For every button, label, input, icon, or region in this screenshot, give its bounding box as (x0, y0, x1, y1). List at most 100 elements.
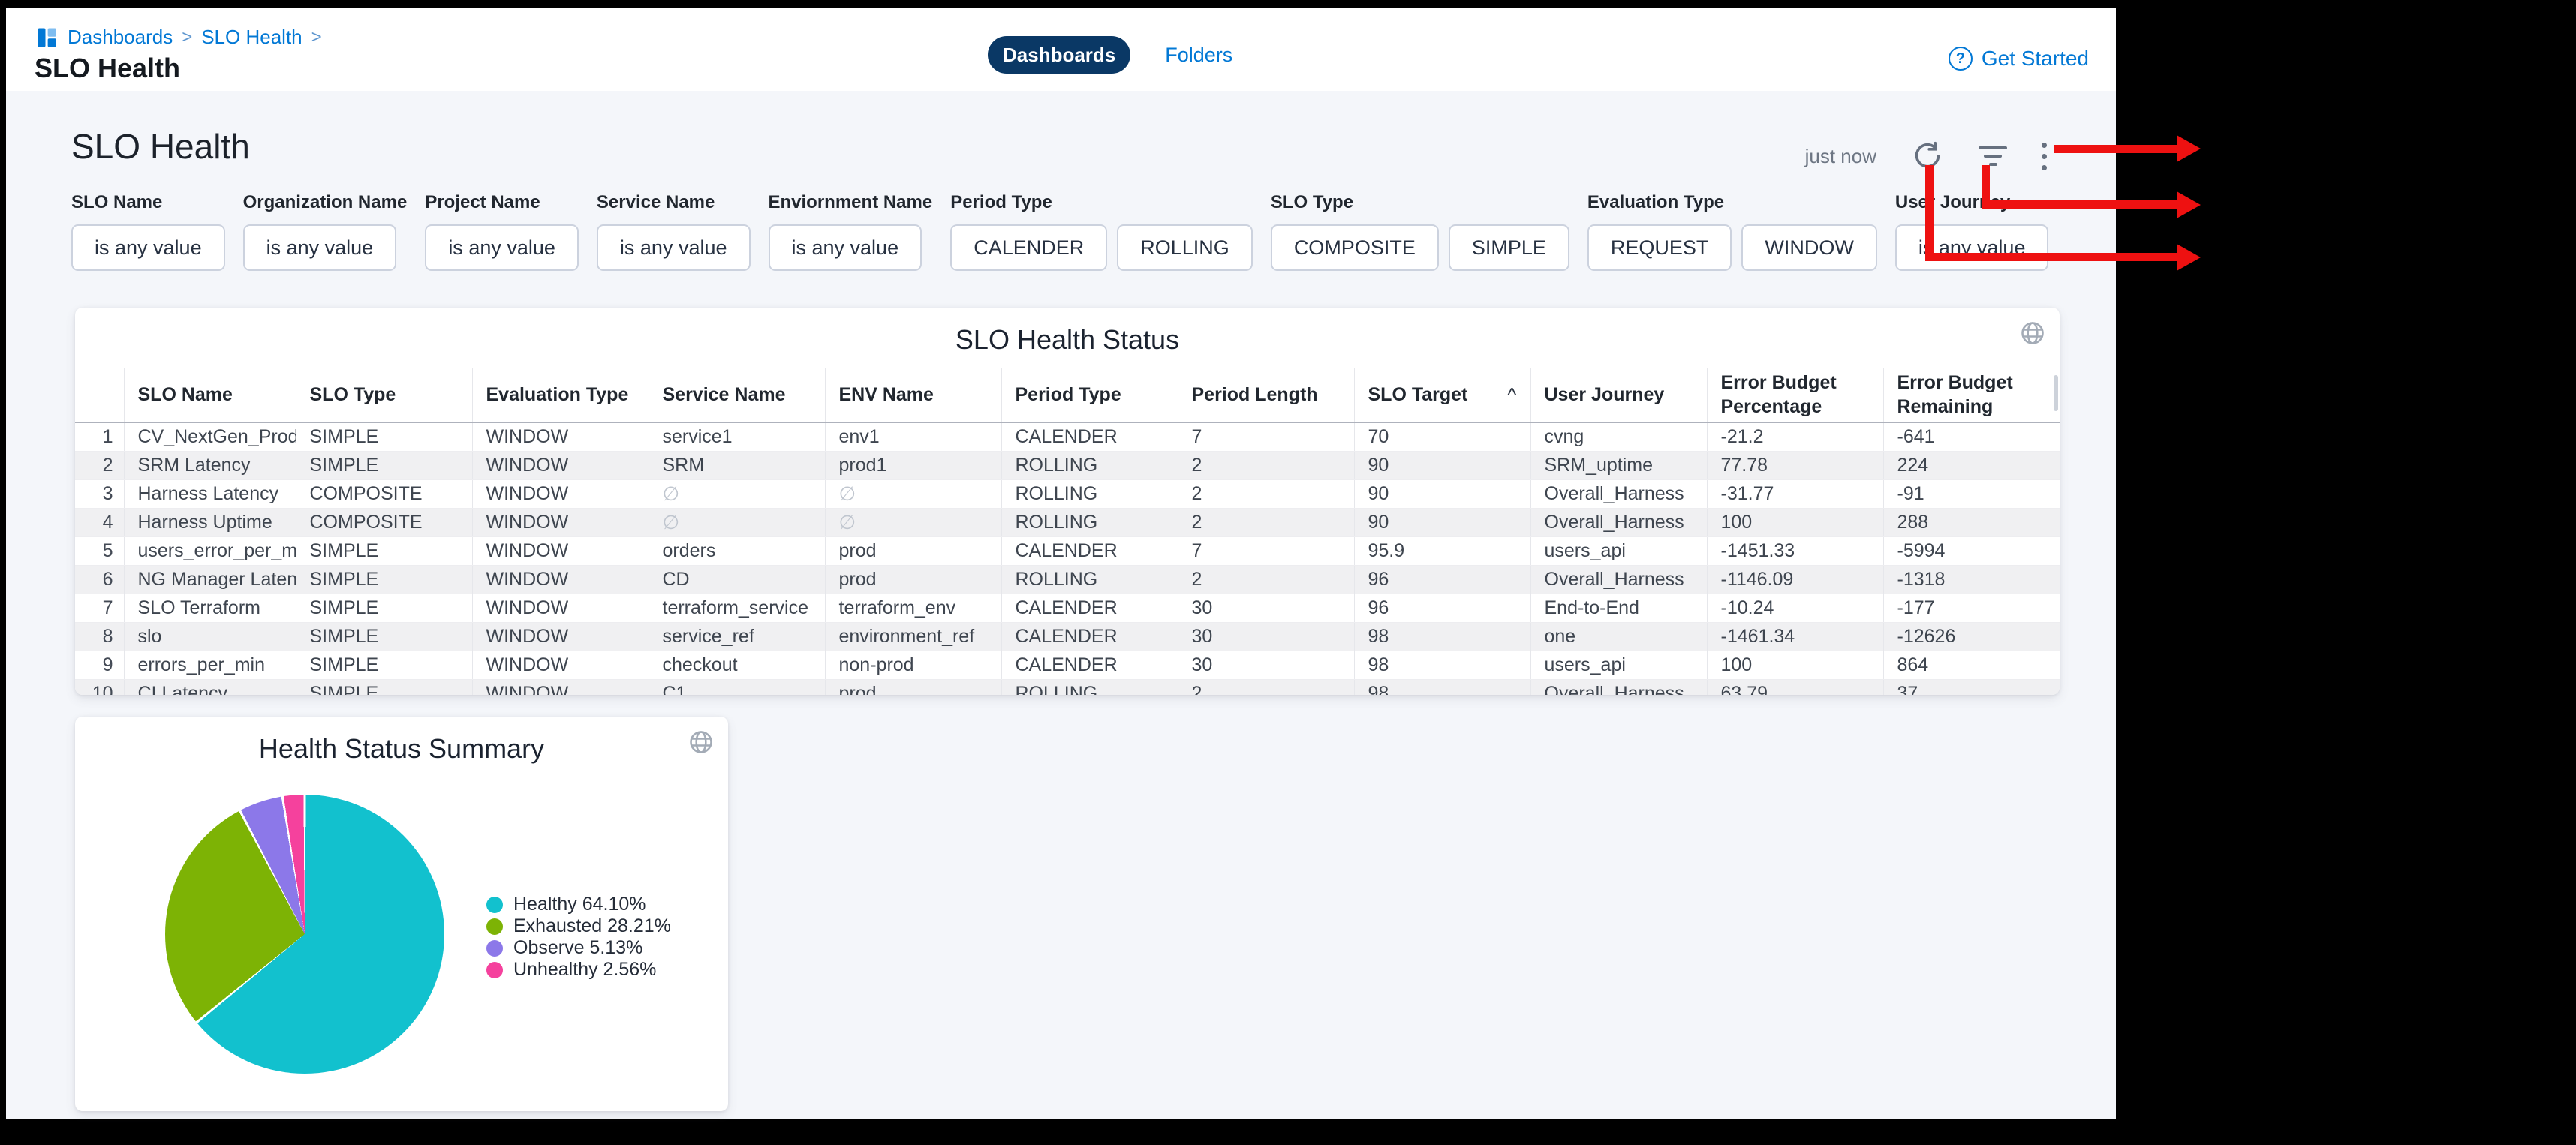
table-row: 1 CV_NextGen_Prod SIMPLE WINDOW service1 env1… (75, 422, 2060, 452)
filter-chip[interactable]: is any value (242, 224, 397, 271)
cell: Harness Latency (124, 479, 296, 509)
cell: -1318 (1883, 565, 2060, 594)
filter-chip[interactable]: WINDOW (1741, 224, 1877, 271)
cell: one (1530, 622, 1708, 651)
filter-chip[interactable]: REQUEST (1587, 224, 1732, 271)
column-header[interactable]: Error Budget Remaining (1883, 368, 2060, 423)
pie-legend: Healthy 64.10% Exhausted 28.21% Observe 5.… (486, 894, 671, 981)
column-header[interactable]: SLO Name (124, 368, 296, 423)
globe-icon[interactable] (688, 729, 715, 759)
cell: Overall_Harness (1530, 679, 1708, 695)
filter-button[interactable] (1979, 146, 2007, 166)
cell: checkout (649, 651, 826, 680)
filter-chip[interactable]: is any value (768, 224, 922, 271)
cell: WINDOW (472, 622, 649, 651)
column-header[interactable]: SLO Target ^ (1354, 368, 1531, 423)
legend-swatch (486, 896, 503, 913)
cell: 98 (1354, 679, 1531, 695)
cell: 90 (1354, 508, 1531, 537)
column-header[interactable]: SLO Type (296, 368, 473, 423)
tab-dashboards[interactable]: Dashboards (988, 36, 1131, 74)
last-refreshed-label: just now (1804, 144, 1876, 167)
cell: -1146.09 (1707, 565, 1884, 594)
cell: SIMPLE (296, 536, 473, 566)
cell: 2 (1178, 679, 1355, 695)
cell: -91 (1883, 479, 2060, 509)
tile-title: Health Status Summary (258, 733, 545, 764)
table-header-row: SLO Name SLO Type Evaluation Type Service N… (75, 368, 2060, 423)
cell: WINDOW (472, 451, 649, 480)
cell: 30 (1178, 651, 1355, 680)
cell: WINDOW (472, 479, 649, 509)
cell: users_error_per_min (124, 536, 296, 566)
cell: terraform_service (649, 594, 826, 623)
table-scrollbar[interactable] (2054, 375, 2058, 411)
legend-item[interactable]: Exhausted 28.21% (486, 915, 671, 937)
cell: Harness Uptime (124, 508, 296, 537)
row-index: 9 (75, 651, 125, 680)
cell: WINDOW (472, 422, 649, 452)
cell: users_api (1530, 536, 1708, 566)
annotation-arrow-3-head (2177, 244, 2201, 271)
filter-chip[interactable]: is any value (1894, 224, 2049, 271)
get-started-label: Get Started (1981, 47, 2089, 70)
column-header[interactable]: Period Length (1178, 368, 1355, 423)
cell: CALENDER (1001, 422, 1178, 452)
filter-chip[interactable]: is any value (425, 224, 579, 271)
globe-icon[interactable] (2019, 320, 2046, 350)
table-row: 9 errors_per_min SIMPLE WINDOW checkout non-p… (75, 651, 2060, 680)
legend-item[interactable]: Observe 5.13% (486, 937, 671, 959)
cell: CALENDER (1001, 651, 1178, 680)
cell: 100 (1707, 508, 1884, 537)
filter-chip[interactable]: CALENDER (950, 224, 1108, 271)
legend-item[interactable]: Unhealthy 2.56% (486, 959, 671, 981)
cell: errors_per_min (124, 651, 296, 680)
cell: CALENDER (1001, 594, 1178, 623)
legend-label: Healthy 64.10% (513, 894, 646, 915)
page-title: SLO Health (35, 53, 181, 83)
filter-label: Evaluation Type (1587, 192, 1725, 212)
column-header[interactable]: Evaluation Type (472, 368, 649, 423)
row-index: 8 (75, 622, 125, 651)
cell: ROLLING (1001, 508, 1178, 537)
filter-chip[interactable]: is any value (71, 224, 225, 271)
app-header: Dashboards > SLO Health > SLO Health Das… (6, 8, 2116, 91)
kebab-menu-icon (2042, 142, 2047, 170)
tab-folders[interactable]: Folders (1165, 43, 1233, 66)
cell: 7 (1178, 536, 1355, 566)
cell: SIMPLE (296, 651, 473, 680)
cell: terraform_env (825, 594, 1002, 623)
filter-chip-row: CALENDER ROLLING (950, 224, 1253, 271)
cell: 100 (1707, 651, 1884, 680)
legend-swatch (486, 961, 503, 978)
legend-item[interactable]: Healthy 64.10% (486, 894, 671, 915)
breadcrumb-link-dashboards[interactable]: Dashboards (68, 26, 173, 48)
cell: 96 (1354, 565, 1531, 594)
cell: ROLLING (1001, 479, 1178, 509)
filter-group: User Journey is any value (1894, 192, 2049, 271)
filter-label: SLO Type (1270, 192, 1354, 212)
get-started-button[interactable]: ? Get Started (1948, 47, 2089, 71)
breadcrumb-link-slo-health[interactable]: SLO Health (201, 26, 302, 48)
more-options-button[interactable] (2042, 142, 2047, 170)
column-header[interactable]: User Journey (1530, 368, 1708, 423)
cell: -1451.33 (1707, 536, 1884, 566)
column-header[interactable]: Period Type (1001, 368, 1178, 423)
cell: 98 (1354, 651, 1531, 680)
filter-chip[interactable]: SIMPLE (1448, 224, 1569, 271)
pie-chart[interactable] (165, 795, 444, 1074)
column-header[interactable]: ENV Name (825, 368, 1002, 423)
cell: CALENDER (1001, 622, 1178, 651)
tile-title: SLO Health Status (955, 324, 1180, 355)
column-header[interactable]: Service Name (649, 368, 826, 423)
question-circle-icon: ? (1948, 47, 1973, 71)
filter-chip[interactable]: COMPOSITE (1270, 224, 1439, 271)
filter-chip-row: is any value (596, 224, 751, 271)
cell: 30 (1178, 594, 1355, 623)
column-header[interactable]: Error Budget Percentage (1707, 368, 1884, 423)
filter-chip[interactable]: is any value (596, 224, 751, 271)
refresh-button[interactable] (1911, 140, 1944, 173)
cell: CI Latency (124, 679, 296, 695)
filter-chip[interactable]: ROLLING (1117, 224, 1253, 271)
filter-chip-row: COMPOSITE SIMPLE (1270, 224, 1569, 271)
